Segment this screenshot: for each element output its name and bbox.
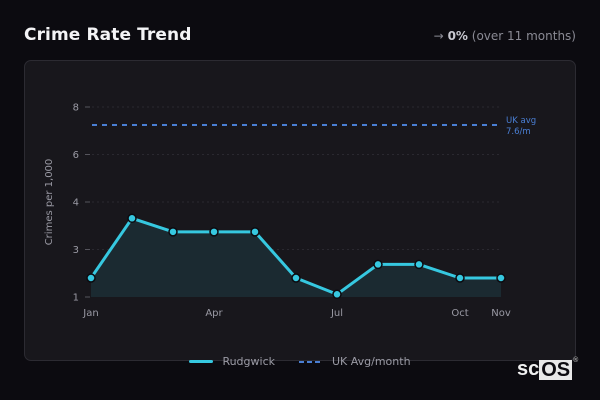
- x-tick-label: Jul: [330, 308, 343, 319]
- logo-registered-mark: ®: [573, 357, 579, 364]
- data-point[interactable]: [127, 213, 137, 224]
- x-axis: Jan Apr Jul Oct Nov: [82, 308, 511, 319]
- y-tick-label: 6: [73, 150, 79, 161]
- data-point[interactable]: [250, 227, 260, 237]
- solid-line-swatch-icon: [189, 360, 214, 363]
- trend-percent: 0%: [447, 29, 468, 43]
- chart-card: [24, 60, 576, 361]
- page-title: Crime Rate Trend: [24, 25, 192, 45]
- legend-label: Rudgwick: [222, 355, 275, 368]
- legend-label: UK Avg/month: [332, 355, 411, 368]
- x-tick-label: Apr: [205, 308, 223, 319]
- scos-logo: sc OS ®: [517, 357, 579, 381]
- data-point[interactable]: [373, 259, 383, 270]
- chart-legend: Rudgwick UK Avg/month: [0, 355, 600, 368]
- logo-os: OS: [539, 358, 573, 381]
- data-point[interactable]: [291, 273, 301, 283]
- y-tick-label: 3: [73, 245, 79, 256]
- data-point[interactable]: [332, 289, 342, 300]
- logo-sc: sc: [517, 358, 540, 380]
- data-point[interactable]: [209, 227, 219, 237]
- y-tick-label: 1: [73, 293, 79, 304]
- series-area: [91, 218, 501, 297]
- uk-average-label: UK avg: [506, 116, 536, 126]
- trend-note: (over 11 months): [471, 29, 576, 43]
- trend-summary: → 0% (over 11 months): [434, 29, 576, 43]
- x-tick-label: Oct: [451, 308, 468, 319]
- y-axis-label: Crimes per 1,000: [44, 159, 55, 246]
- x-tick-label: Jan: [82, 308, 98, 319]
- chart-grid: [92, 106, 500, 250]
- dashed-line-swatch-icon: [299, 360, 323, 363]
- data-point[interactable]: [496, 273, 506, 283]
- y-tick-label: 8: [73, 103, 79, 114]
- y-axis: 1 3 4 6 8: [73, 103, 90, 304]
- trend-arrow-icon: →: [433, 29, 444, 43]
- series-points: [86, 213, 506, 300]
- legend-item-rudgwick[interactable]: Rudgwick: [189, 355, 275, 368]
- x-tick-label: Nov: [491, 308, 511, 319]
- data-point[interactable]: [86, 273, 96, 283]
- data-point[interactable]: [455, 273, 465, 283]
- data-point[interactable]: [414, 259, 424, 270]
- data-point[interactable]: [168, 227, 178, 237]
- legend-item-uk-avg[interactable]: UK Avg/month: [299, 355, 411, 368]
- uk-average-value: 7.6/m: [506, 127, 531, 137]
- y-tick-label: 4: [73, 198, 79, 209]
